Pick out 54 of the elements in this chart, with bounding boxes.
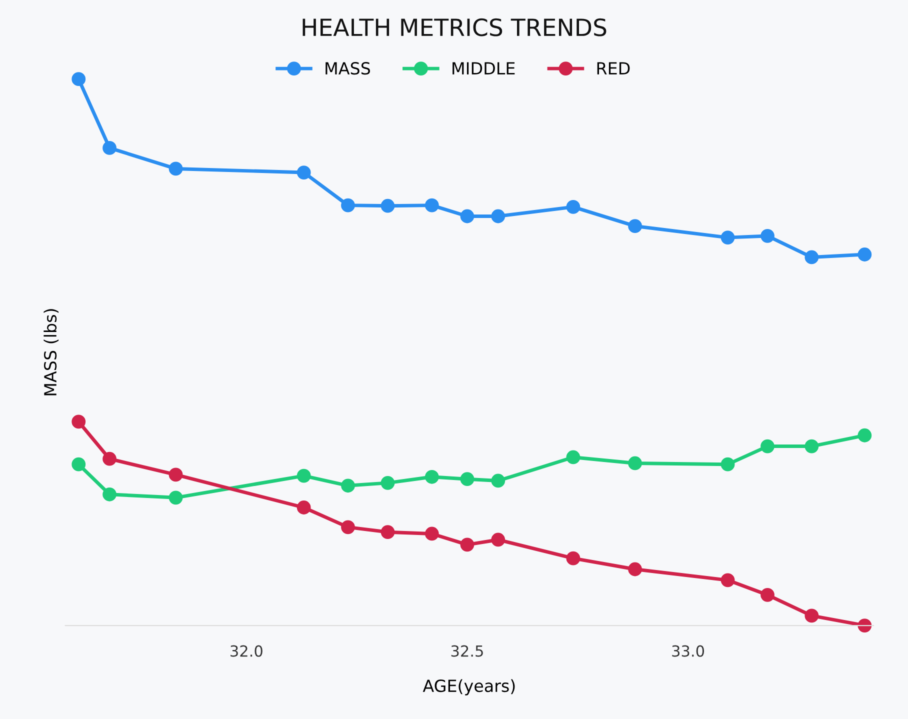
point	[424, 470, 439, 484]
point	[760, 439, 774, 454]
x-axis-title: AGE(years)	[422, 679, 515, 696]
point	[341, 198, 355, 212]
point	[566, 200, 580, 214]
x-tick-label: 32.0	[230, 645, 262, 657]
point	[628, 562, 642, 576]
point	[804, 250, 819, 264]
point	[804, 439, 819, 454]
point	[296, 166, 311, 180]
point	[424, 198, 439, 212]
point	[296, 468, 311, 483]
point	[380, 525, 395, 540]
x-tick-label: 33.0	[672, 645, 704, 657]
point	[460, 538, 474, 552]
point	[858, 248, 872, 262]
point	[858, 428, 872, 442]
point	[380, 476, 395, 490]
legend-label: MIDDLE	[452, 62, 515, 74]
point	[72, 72, 86, 86]
point	[424, 526, 439, 541]
x-tick-label: 32.5	[451, 645, 483, 657]
point	[102, 452, 116, 466]
point	[760, 228, 774, 243]
point	[72, 414, 86, 429]
point	[102, 140, 116, 155]
point	[380, 198, 395, 213]
y-axis-title: MASS (lbs)	[44, 309, 59, 396]
point	[460, 472, 474, 486]
point	[491, 209, 506, 224]
point	[858, 618, 872, 632]
point	[720, 457, 735, 472]
point	[168, 162, 183, 176]
point	[168, 490, 183, 505]
point	[491, 474, 506, 488]
point	[628, 456, 642, 470]
point	[720, 230, 735, 244]
point	[296, 500, 311, 514]
point	[628, 219, 642, 234]
point	[102, 487, 116, 502]
chart-title: HEALTH METRICS TRENDS	[302, 18, 606, 36]
point	[341, 520, 355, 534]
point	[760, 588, 774, 602]
point	[804, 608, 819, 623]
legend-label: RED	[597, 62, 630, 74]
point	[566, 551, 580, 566]
point	[566, 450, 580, 464]
point	[72, 457, 86, 472]
point	[460, 209, 474, 224]
legend-label: MASS	[326, 62, 370, 75]
point	[168, 468, 183, 482]
point	[341, 478, 355, 493]
point	[491, 532, 506, 547]
point	[720, 573, 735, 588]
